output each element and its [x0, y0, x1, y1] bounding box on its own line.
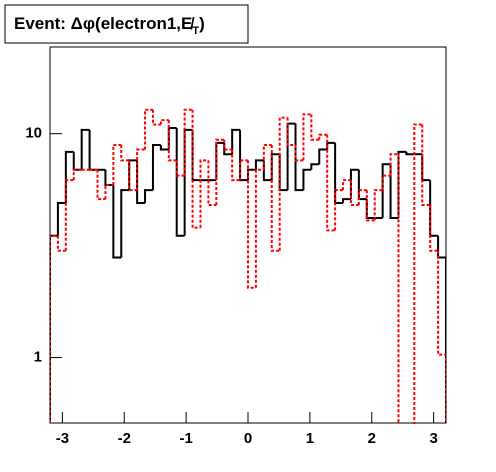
chart-title: Event: Δφ(electron1,E̸T)	[14, 14, 205, 36]
histogram-bin	[429, 205, 439, 252]
plot-area	[50, 108, 446, 424]
x-tick-label: -1	[179, 430, 192, 447]
title-sub: T	[192, 25, 199, 37]
y-tick-label: 10	[25, 125, 42, 142]
histogram-bin	[437, 235, 446, 423]
x-tick-label: 1	[306, 430, 314, 447]
histogram-bin	[389, 164, 399, 220]
histogram-bin	[50, 234, 58, 423]
histogram-bin	[64, 150, 74, 204]
histogram-bin	[334, 189, 344, 231]
histogram-bin	[199, 159, 209, 228]
histogram-bin	[112, 144, 122, 186]
histogram-bin	[294, 145, 304, 162]
histogram-bin	[270, 145, 280, 252]
histogram-bin	[262, 144, 272, 170]
histogram-bin	[342, 198, 351, 204]
histogram-bin	[413, 123, 423, 424]
histogram-bin	[175, 160, 185, 177]
histogram-bin	[215, 138, 225, 206]
histogram-bin	[373, 189, 383, 221]
x-tick-label: -3	[56, 430, 69, 447]
histogram-bin	[310, 114, 320, 141]
histogram-bin	[405, 151, 415, 156]
histogram-bin	[151, 144, 161, 191]
histogram-bin	[342, 179, 351, 191]
x-tick-label: -2	[118, 430, 131, 447]
histogram-bin	[151, 109, 161, 126]
histogram-bin	[349, 180, 359, 207]
title-box	[4, 4, 249, 44]
histogram-bin	[136, 148, 146, 191]
y-tick-label: 1	[34, 349, 42, 366]
histogram-bin	[397, 154, 407, 424]
histogram-bin	[120, 189, 130, 258]
histogram-bin	[183, 108, 193, 176]
x-tick-label: 2	[368, 430, 376, 447]
histogram-bin	[223, 139, 233, 151]
histogram-bin	[326, 134, 336, 232]
histogram-bin	[310, 163, 320, 170]
histogram-bin	[231, 128, 241, 155]
histogram-bin	[167, 120, 177, 162]
histogram-bin	[318, 148, 328, 165]
histogram-bin	[357, 189, 367, 206]
histogram-bin	[302, 113, 312, 161]
histogram-bin	[231, 149, 241, 182]
histogram-bin	[421, 124, 431, 207]
histogram-bin	[104, 169, 114, 187]
histogram-bin	[239, 129, 248, 182]
histogram-bin	[56, 202, 66, 236]
title-end: )	[199, 14, 205, 33]
histogram-bin	[56, 235, 66, 252]
histogram-bin	[175, 128, 185, 237]
histogram-bin	[254, 159, 264, 170]
histogram-bin	[112, 185, 122, 259]
histogram-bin	[302, 168, 312, 191]
histogram-bin	[80, 128, 90, 170]
histogram-bin	[159, 145, 169, 151]
x-tick-label: 3	[429, 430, 437, 447]
histogram-bin	[72, 168, 82, 181]
histogram-bin	[381, 163, 391, 219]
histogram-bin	[144, 108, 153, 150]
histogram-bin	[389, 153, 399, 176]
histogram-bin	[159, 119, 169, 125]
histogram-bin	[247, 160, 256, 289]
histogram-bin	[120, 145, 130, 162]
histogram-bin	[64, 179, 74, 251]
histogram-bin	[318, 133, 328, 140]
x-tick-label: 0	[244, 430, 252, 447]
histogram-bin	[437, 250, 446, 423]
histogram-bin	[144, 189, 153, 204]
title-main: Event: Δφ(electron1,E̸	[14, 14, 195, 33]
histogram-bin	[349, 168, 359, 200]
histogram-bin	[365, 190, 375, 222]
histogram-bin	[239, 159, 248, 181]
histogram-bin	[286, 117, 296, 147]
histogram-bin	[254, 168, 264, 288]
